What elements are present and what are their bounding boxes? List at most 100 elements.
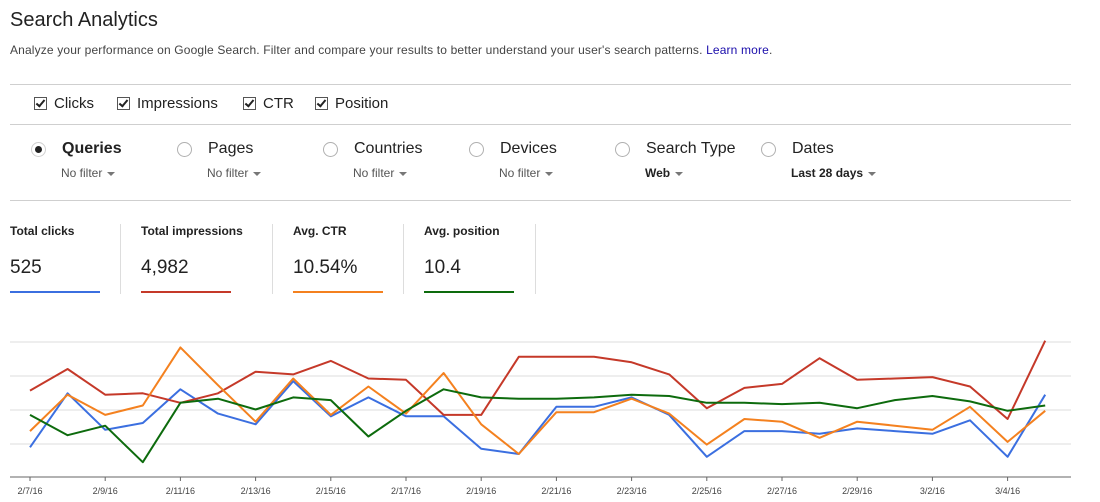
position-line (29, 388, 1046, 464)
dates-label: Dates (792, 140, 834, 157)
grouping-search-type: Search Type Web (615, 140, 736, 180)
queries-filter-value: No filter (61, 166, 103, 180)
search-type-label: Search Type (646, 140, 736, 157)
x-tick-label: 2/13/16 (241, 486, 271, 496)
pages-label: Pages (208, 140, 254, 157)
queries-label: Queries (62, 140, 122, 157)
impressions-checkbox[interactable]: Impressions (117, 95, 218, 112)
checkbox-checked-icon (315, 97, 328, 110)
clicks-color-bar (10, 291, 100, 293)
card-divider (403, 224, 404, 294)
countries-radio[interactable]: Countries (323, 140, 422, 158)
x-tick-label: 2/19/16 (466, 486, 496, 496)
total-impressions-label: Total impressions (141, 224, 243, 238)
x-tick-label: 2/21/16 (541, 486, 571, 496)
divider (10, 200, 1071, 201)
countries-label: Countries (354, 140, 423, 157)
devices-radio[interactable]: Devices (469, 140, 557, 158)
clicks-checkbox[interactable]: Clicks (34, 95, 94, 112)
grouping-pages: Pages No filter (177, 140, 262, 180)
grouping-queries: Queries No filter (31, 140, 122, 180)
impressions-line (29, 340, 1047, 420)
clicks-line (29, 380, 1047, 458)
divider (10, 84, 1071, 85)
x-tick-label: 2/29/16 (842, 486, 872, 496)
x-tick-label: 2/11/16 (166, 486, 195, 496)
card-divider (120, 224, 121, 294)
countries-filter-dropdown[interactable]: No filter (353, 166, 422, 180)
caret-down-icon (545, 171, 554, 176)
search-type-filter-value: Web (645, 166, 671, 180)
ctr-checkbox[interactable]: CTR (243, 95, 294, 112)
avg-ctr-label: Avg. CTR (293, 224, 347, 238)
description-text: Analyze your performance on Google Searc… (10, 43, 703, 57)
page-title: Search Analytics (10, 9, 158, 31)
learn-more-link[interactable]: Learn more (706, 43, 769, 57)
grouping-countries: Countries No filter (323, 140, 422, 180)
grouping-devices: Devices No filter (469, 140, 557, 180)
total-clicks-value: 525 (10, 257, 42, 278)
avg-position-value: 10.4 (424, 257, 461, 278)
checkbox-checked-icon (243, 97, 256, 110)
dates-filter-value: Last 28 days (791, 166, 864, 180)
radio-unselected-icon (323, 141, 338, 157)
position-color-bar (424, 291, 514, 293)
avg-position-card[interactable]: Avg. position 10.4 (424, 224, 524, 294)
radio-unselected-icon (469, 141, 484, 157)
x-tick-label: 2/9/16 (93, 486, 118, 496)
avg-ctr-value: 10.54% (293, 257, 358, 278)
queries-radio[interactable]: Queries (31, 140, 122, 158)
search-type-filter-dropdown[interactable]: Web (645, 166, 736, 180)
x-tick-label: 2/25/16 (692, 486, 722, 496)
card-divider (535, 224, 536, 294)
dates-radio[interactable]: Dates (761, 140, 876, 158)
pages-filter-dropdown[interactable]: No filter (207, 166, 262, 180)
checkbox-checked-icon (34, 97, 47, 110)
card-divider (272, 224, 273, 294)
impressions-checkbox-label: Impressions (137, 95, 218, 112)
total-clicks-card[interactable]: Total clicks 525 (10, 224, 110, 294)
clicks-checkbox-label: Clicks (54, 95, 94, 112)
radio-unselected-icon (615, 141, 630, 157)
position-checkbox[interactable]: Position (315, 95, 388, 112)
x-tick-label: 2/17/16 (391, 486, 421, 496)
x-tick-label: 2/27/16 (767, 486, 797, 496)
x-tick-label: 2/7/16 (17, 486, 42, 496)
devices-filter-value: No filter (499, 166, 541, 180)
x-tick-label: 2/15/16 (316, 486, 346, 496)
total-impressions-card[interactable]: Total impressions 4,982 (141, 224, 261, 294)
devices-filter-dropdown[interactable]: No filter (499, 166, 557, 180)
divider (10, 124, 1071, 125)
devices-label: Devices (500, 140, 557, 157)
x-tick-label: 3/2/16 (920, 486, 945, 496)
caret-down-icon (107, 171, 116, 176)
ctr-color-bar (293, 291, 383, 293)
avg-position-label: Avg. position (424, 224, 500, 238)
description-period: . (768, 43, 773, 57)
search-type-radio[interactable]: Search Type (615, 140, 736, 158)
x-tick-label: 3/4/16 (995, 486, 1020, 496)
radio-unselected-icon (177, 141, 192, 157)
total-clicks-label: Total clicks (10, 224, 75, 238)
countries-filter-value: No filter (353, 166, 395, 180)
pages-radio[interactable]: Pages (177, 140, 261, 158)
position-checkbox-label: Position (335, 95, 389, 112)
total-impressions-value: 4,982 (141, 257, 189, 278)
caret-down-icon (675, 171, 684, 176)
dates-filter-dropdown[interactable]: Last 28 days (791, 166, 877, 180)
radio-selected-icon (31, 141, 46, 157)
caret-down-icon (868, 171, 877, 176)
queries-filter-dropdown[interactable]: No filter (61, 166, 122, 180)
page-description: Analyze your performance on Google Searc… (10, 43, 772, 57)
caret-down-icon (399, 171, 408, 176)
performance-line-chart: 2/7/16 2/9/16 2/11/16 2/13/16 2/15/16 2/17/16… (10, 340, 1071, 496)
impressions-color-bar (141, 291, 231, 293)
ctr-checkbox-label: CTR (263, 95, 294, 112)
x-tick-label: 2/23/16 (617, 486, 647, 496)
caret-down-icon (253, 171, 262, 176)
radio-unselected-icon (761, 141, 776, 157)
checkbox-checked-icon (117, 97, 130, 110)
ctr-line (29, 346, 1046, 455)
pages-filter-value: No filter (207, 166, 249, 180)
avg-ctr-card[interactable]: Avg. CTR 10.54% (293, 224, 393, 294)
